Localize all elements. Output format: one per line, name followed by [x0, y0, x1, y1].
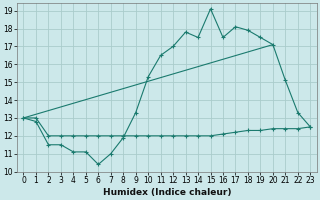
X-axis label: Humidex (Indice chaleur): Humidex (Indice chaleur): [103, 188, 231, 197]
